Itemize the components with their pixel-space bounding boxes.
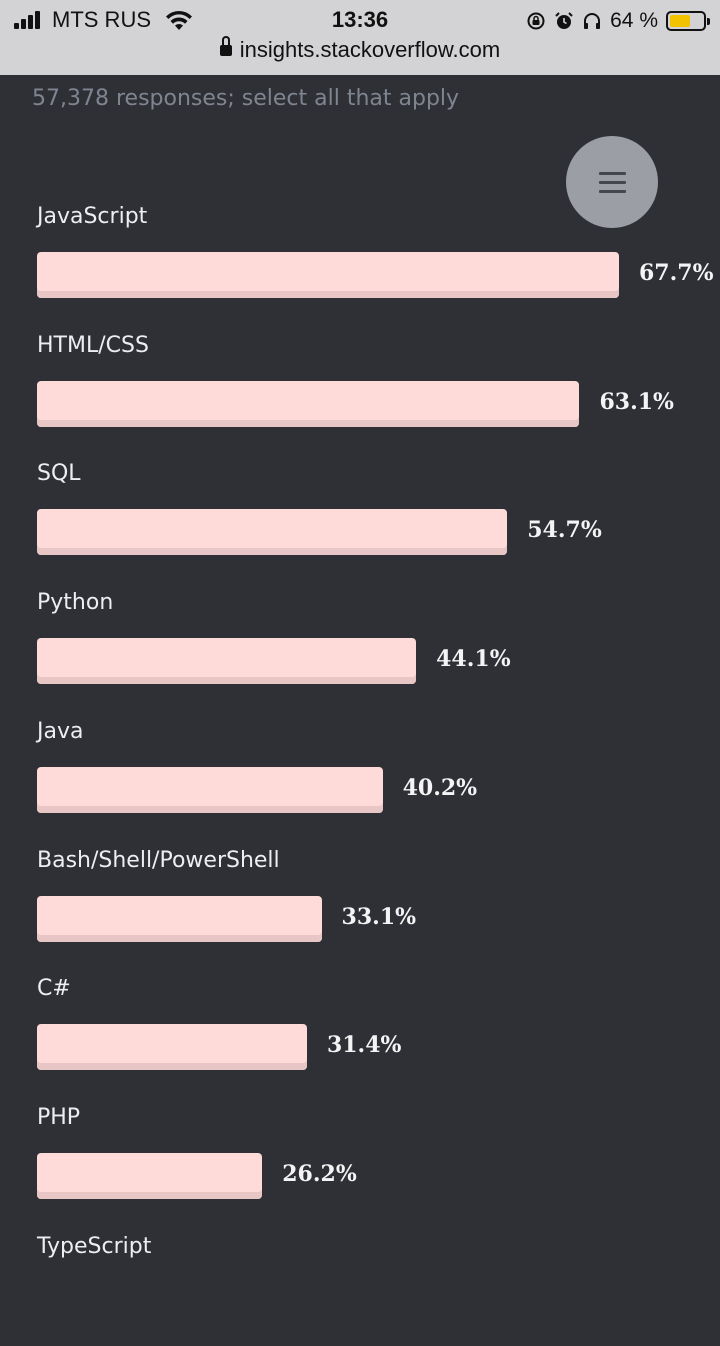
category-label: JavaScript <box>37 204 148 229</box>
chart-row: HTML/CSS 63.1% <box>0 325 720 445</box>
bar <box>37 1152 263 1199</box>
signal-icon <box>14 11 46 29</box>
category-label: HTML/CSS <box>37 332 149 358</box>
value-label: 44.1% <box>436 646 511 673</box>
url-text: insights.stackoverflow.com <box>239 37 501 62</box>
bar <box>37 895 322 942</box>
value-label: 63.1% <box>599 388 674 415</box>
chart-row: Java 40.2% <box>0 711 720 831</box>
orientation-lock-icon <box>527 12 545 30</box>
category-label: SQL <box>37 461 81 487</box>
menu-button[interactable] <box>566 136 658 228</box>
status-bar: MTS RUS 13:36 64 % <box>0 0 720 75</box>
battery-icon <box>666 11 710 31</box>
bar <box>37 380 580 427</box>
value-label: 31.4% <box>326 1032 402 1059</box>
clock: 13:36 <box>331 7 389 32</box>
chart-row: JavaScript 67.7% <box>0 196 720 316</box>
bar <box>37 766 383 813</box>
category-label: C# <box>37 976 71 1002</box>
bar <box>37 252 619 298</box>
chart-row: Bash/Shell/PowerShell 33.1% <box>0 840 720 960</box>
headphones-icon <box>584 13 601 29</box>
carrier-name: MTS RUS <box>52 7 151 32</box>
chart-row: C# 31.4% <box>0 968 720 1088</box>
responses-subtitle: 57,378 responses; select all that apply <box>32 86 460 111</box>
url-bar[interactable]: insights.stackoverflow.com <box>0 36 720 67</box>
chart-row: SQL 54.7% <box>0 453 720 573</box>
category-label: Python <box>37 590 114 616</box>
chart-row: PHP 26.2% <box>0 1097 720 1217</box>
lock-icon <box>219 36 232 58</box>
value-label: 67.7% <box>639 260 714 286</box>
value-label: 40.2% <box>402 774 478 801</box>
bar <box>37 1024 307 1071</box>
category-label: Bash/Shell/PowerShell <box>37 847 280 873</box>
alarm-icon <box>555 12 573 29</box>
category-label: TypeScript <box>37 1233 152 1259</box>
value-label: 54.7% <box>527 517 602 544</box>
category-label: PHP <box>37 1104 81 1130</box>
category-label: Java <box>37 718 84 744</box>
bar <box>37 638 417 685</box>
battery-percent: 64 % <box>610 9 658 32</box>
value-label: 33.1% <box>341 903 417 930</box>
chart-row: TypeScript <box>0 1226 720 1346</box>
wifi-icon <box>166 10 192 30</box>
chart-row: Python 44.1% <box>0 582 720 702</box>
bar <box>37 509 508 556</box>
value-label: 26.2% <box>282 1160 357 1187</box>
